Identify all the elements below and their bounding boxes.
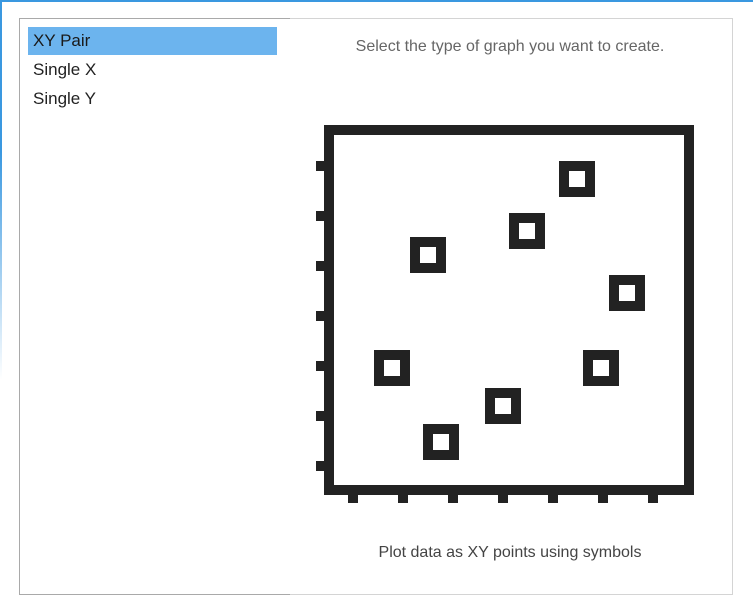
plot-frame-right: [684, 125, 694, 495]
plot-marker: [509, 213, 545, 249]
y-tick: [316, 461, 324, 471]
x-tick: [498, 495, 508, 503]
x-tick: [648, 495, 658, 503]
plot-marker: [410, 237, 446, 273]
plot-marker: [423, 424, 459, 460]
list-item-single-x[interactable]: Single X: [33, 60, 97, 79]
plot-frame-bottom: [324, 485, 694, 495]
graph-preview-panel: Select the type of graph you want to cre…: [290, 18, 733, 595]
plot-marker: [374, 350, 410, 386]
list-item-xy-pair[interactable]: XY Pair: [28, 27, 277, 55]
y-tick: [316, 211, 324, 221]
graph-type-list[interactable]: XY Pair Single X Single Y: [19, 18, 291, 595]
plot-marker: [583, 350, 619, 386]
plot-marker: [559, 161, 595, 197]
x-tick: [398, 495, 408, 503]
window-left-border: [0, 0, 2, 380]
x-tick: [548, 495, 558, 503]
y-tick: [316, 161, 324, 171]
y-tick: [316, 361, 324, 371]
y-tick: [316, 261, 324, 271]
window-top-border: [0, 0, 753, 2]
y-tick: [316, 411, 324, 421]
x-tick: [348, 495, 358, 503]
x-tick: [598, 495, 608, 503]
xy-scatter-plot-icon: [316, 125, 694, 503]
plot-frame-left: [324, 125, 334, 495]
x-tick: [448, 495, 458, 503]
preview-caption: Plot data as XY points using symbols: [378, 544, 642, 561]
list-item-single-y[interactable]: Single Y: [33, 89, 97, 108]
plot-marker: [609, 275, 645, 311]
plot-frame-top: [324, 125, 694, 135]
plot-marker: [485, 388, 521, 424]
preview-prompt: Select the type of graph you want to cre…: [355, 38, 665, 55]
y-tick: [316, 311, 324, 321]
